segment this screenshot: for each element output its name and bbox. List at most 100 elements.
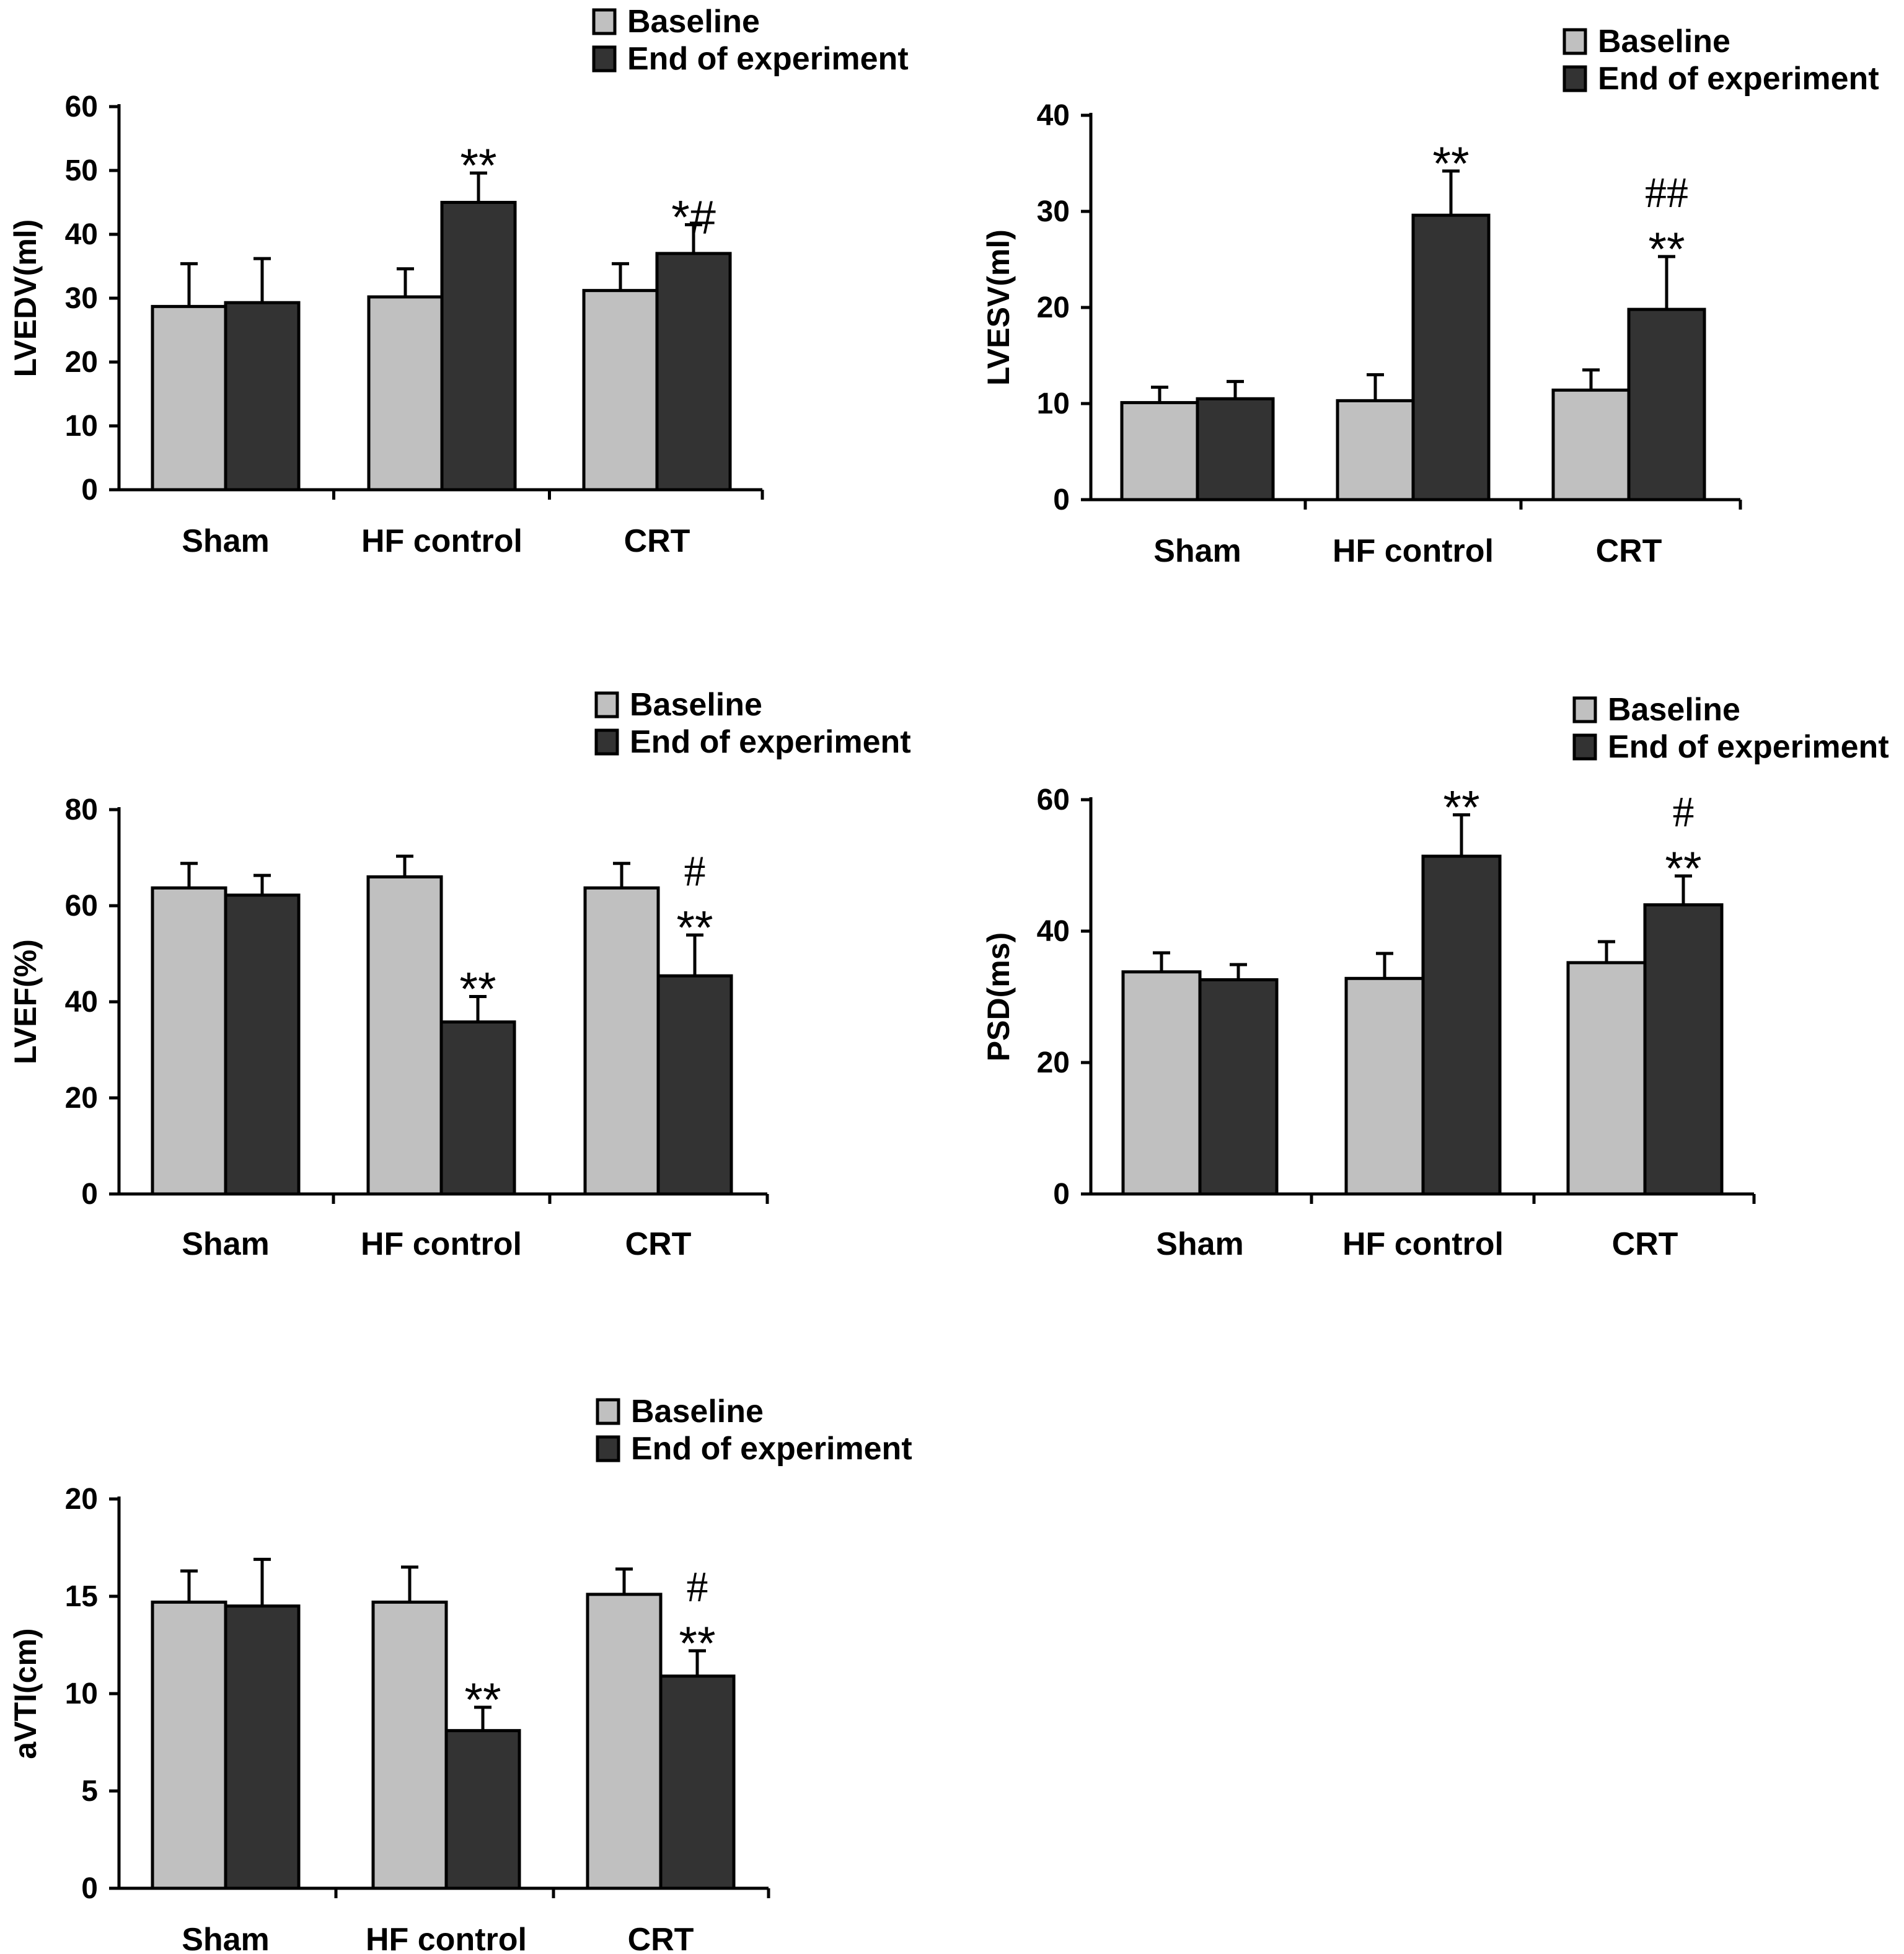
- legend-label: Baseline: [631, 1394, 764, 1430]
- y-tick-label: 80: [65, 794, 98, 826]
- y-tick-label: 20: [1037, 291, 1070, 324]
- y-tick-label: 10: [1037, 387, 1070, 420]
- bar-baseline-0: [1120, 400, 1199, 502]
- y-axis-label: PSD(ms): [981, 932, 1016, 1061]
- y-tick-label: 20: [65, 1483, 98, 1516]
- y-tick-label: 40: [65, 218, 98, 251]
- bar-end-0: [1196, 397, 1275, 502]
- bar-end-2: [1643, 903, 1724, 1196]
- y-axis-label: aVTI(cm): [8, 1628, 43, 1759]
- bar-baseline-1: [366, 875, 443, 1196]
- legend-swatch-end: [1572, 733, 1597, 761]
- y-tick-label: 0: [81, 1872, 98, 1905]
- significance-marker: **: [1665, 842, 1701, 895]
- bar-end-2: [655, 252, 732, 492]
- y-axis-label: LVEDV(ml): [8, 219, 43, 378]
- significance-marker: **: [1443, 781, 1479, 834]
- category-label: CRT: [1612, 1226, 1678, 1262]
- significance-marker: #: [684, 847, 706, 895]
- legend-label: End of experiment: [1598, 61, 1879, 97]
- significance-marker: **: [679, 1617, 715, 1670]
- chart-panel-3: 0 20 40 60 80 LVEF(%) Sham ** HF control # ** CRT Ba…: [8, 687, 911, 1262]
- bar-baseline-0: [151, 1600, 227, 1890]
- significance-marker: **: [460, 139, 496, 192]
- y-tick-label: 50: [65, 154, 98, 187]
- y-tick-label: 20: [1037, 1046, 1070, 1079]
- chart-panel-2: 0 10 20 30 40 LVESV(ml) Sham ** HF control ## ** CR…: [981, 24, 1879, 569]
- bar-baseline-1: [371, 1600, 448, 1890]
- bar-end-0: [224, 893, 301, 1196]
- category-label: Sham: [182, 523, 270, 559]
- legend-label: End of experiment: [630, 724, 911, 760]
- y-tick-label: 30: [1037, 195, 1070, 228]
- legend-label: End of experiment: [627, 41, 909, 77]
- y-tick-label: 15: [65, 1580, 98, 1613]
- y-tick-label: 0: [81, 474, 98, 506]
- y-tick-label: 60: [65, 890, 98, 922]
- chart-panel-4: 0 20 40 60 PSD(ms) Sham ** HF control # ** CRT Base…: [981, 692, 1889, 1262]
- y-tick-label: 0: [1053, 484, 1070, 516]
- significance-marker: #: [687, 1563, 708, 1611]
- bar-end-1: [444, 1729, 521, 1890]
- y-tick-label: 0: [1053, 1178, 1070, 1211]
- legend-swatch-baseline: [1562, 28, 1587, 55]
- bar-baseline-1: [1336, 399, 1415, 502]
- chart-panel-5: 0 5 10 15 20 aVTI(cm) Sham ** HF control # ** CRT Ba…: [8, 1394, 912, 1954]
- bar-baseline-1: [1344, 976, 1425, 1196]
- bar-baseline-2: [583, 886, 660, 1196]
- bar-end-1: [1411, 213, 1491, 502]
- category-label: HF control: [1342, 1226, 1504, 1262]
- chart-panel-1: 0 10 20 30 40 50 60 LVEDV(ml) Sham ** HF control *#…: [8, 4, 909, 559]
- bar-end-0: [224, 301, 301, 492]
- legend-swatch-end: [1562, 65, 1587, 92]
- y-tick-label: 5: [81, 1775, 98, 1808]
- bar-end-2: [656, 974, 733, 1196]
- y-tick-label: 10: [65, 410, 98, 443]
- significance-marker: *#: [671, 192, 716, 244]
- legend-swatch-baseline: [1572, 696, 1597, 723]
- legend-swatch-end: [594, 728, 619, 756]
- y-tick-label: 0: [81, 1178, 98, 1211]
- bar-end-1: [440, 201, 517, 492]
- bar-end-2: [659, 1674, 736, 1890]
- significance-marker: **: [459, 963, 496, 1015]
- bar-end-1: [1421, 854, 1502, 1196]
- bar-end-0: [1198, 978, 1279, 1196]
- y-tick-label: 40: [65, 986, 98, 1019]
- y-tick-label: 10: [65, 1678, 98, 1710]
- category-label: Sham: [182, 1226, 270, 1262]
- bar-baseline-0: [1121, 970, 1202, 1196]
- bar-end-1: [439, 1020, 516, 1196]
- legend-swatch-baseline: [592, 8, 617, 35]
- legend-label: Baseline: [1598, 24, 1730, 60]
- category-label: CRT: [1596, 533, 1662, 569]
- bar-baseline-1: [367, 295, 444, 492]
- bar-baseline-2: [1566, 961, 1647, 1196]
- y-tick-label: 20: [65, 1082, 98, 1115]
- y-tick-label: 40: [1037, 99, 1070, 132]
- y-tick-label: 40: [1037, 915, 1070, 948]
- category-label: HF control: [361, 1226, 522, 1262]
- bar-end-2: [1627, 307, 1706, 502]
- legend-label: End of experiment: [631, 1431, 912, 1467]
- legend-swatch-baseline: [594, 691, 619, 718]
- bar-baseline-2: [586, 1593, 663, 1890]
- category-label: HF control: [1333, 533, 1494, 569]
- category-label: CRT: [628, 1922, 694, 1954]
- category-label: Sham: [1156, 1226, 1244, 1262]
- legend-swatch-end: [592, 45, 617, 73]
- category-label: CRT: [625, 1226, 692, 1262]
- category-label: Sham: [182, 1922, 270, 1954]
- significance-marker: ##: [1645, 169, 1688, 217]
- y-tick-label: 60: [65, 91, 98, 123]
- significance-marker: **: [1432, 138, 1469, 190]
- significance-marker: **: [1648, 223, 1685, 276]
- bar-baseline-0: [151, 886, 227, 1196]
- category-label: HF control: [361, 523, 522, 559]
- legend-label: Baseline: [630, 687, 762, 723]
- y-axis-label: LVESV(ml): [981, 229, 1016, 386]
- category-label: Sham: [1153, 533, 1241, 569]
- y-axis-label: LVEF(%): [8, 939, 43, 1064]
- significance-marker: **: [676, 901, 713, 954]
